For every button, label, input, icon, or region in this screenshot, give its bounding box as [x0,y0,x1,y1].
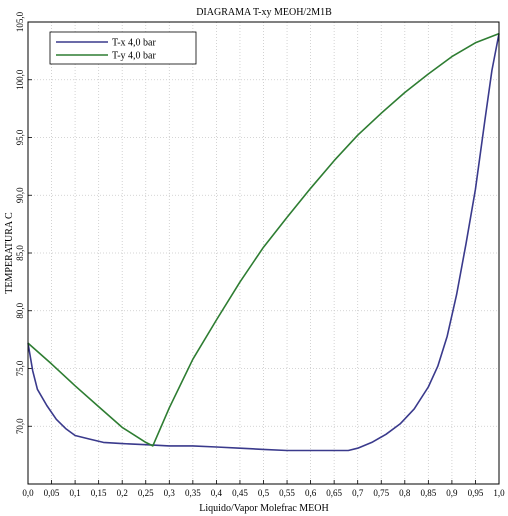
x-tick-label: 0,2 [117,488,128,498]
y-tick-label: 85,0 [15,245,25,261]
x-tick-label: 0,5 [258,488,270,498]
legend-label: T-y 4,0 bar [112,51,156,62]
x-tick-label: 0,9 [446,488,458,498]
x-tick-label: 0,4 [211,488,223,498]
legend: T-x 4,0 bar T-y 4,0 bar [49,31,197,65]
y-tick-labels: 70,0 75,0 80,0 85,0 90,0 95,0 100,0 105,0 [15,11,25,434]
x-tick-label: 0,95 [468,488,484,498]
chart-title: DIAGRAMA T-xy MEOH/2M1B [196,7,332,18]
series-layer [27,32,500,452]
y-tick-label: 80,0 [15,302,25,318]
x-axis-label: Liquido/Vapor Molefrac MEOH [199,503,328,514]
x-tick-label: 1,0 [493,488,505,498]
x-tick-label: 0,45 [232,488,248,498]
y-tick-label: 70,0 [15,418,25,434]
x-tick-label: 0,05 [44,488,60,498]
x-tick-label: 0,1 [69,488,80,498]
x-tick-label: 0,3 [164,488,176,498]
x-tick-label: 0,35 [185,488,201,498]
series-line-t-x [27,33,500,452]
y-tick-label: 75,0 [15,360,25,376]
series-line-t-y [27,32,500,447]
x-tick-label: 0,15 [91,488,107,498]
legend-box [49,31,197,65]
x-tick-label: 0,6 [305,488,317,498]
x-tick-label: 0,65 [326,488,342,498]
x-tick-label: 0,75 [373,488,389,498]
x-tick-labels: 0,0 0,05 0,1 0,15 0,2 0,25 0,3 0,35 0,4 0,45 0,5 0,… [22,488,505,498]
y-tick-label: 105,0 [15,11,25,32]
grid [27,21,500,484]
x-tick-label: 0,8 [399,488,411,498]
x-tick-label: 0,0 [22,488,34,498]
x-tick-label: 0,55 [279,488,295,498]
y-axis-label: TEMPERATURA C [4,212,15,294]
x-tick-label: 0,7 [352,488,364,498]
x-tick-label: 0,25 [138,488,154,498]
y-tick-label: 100,0 [15,69,25,90]
y-tick-label: 95,0 [15,129,25,145]
legend-label: T-x 4,0 bar [112,38,156,49]
x-tick-label: 0,85 [420,488,436,498]
y-tick-label: 90,0 [15,187,25,203]
plot-frame [27,21,500,485]
